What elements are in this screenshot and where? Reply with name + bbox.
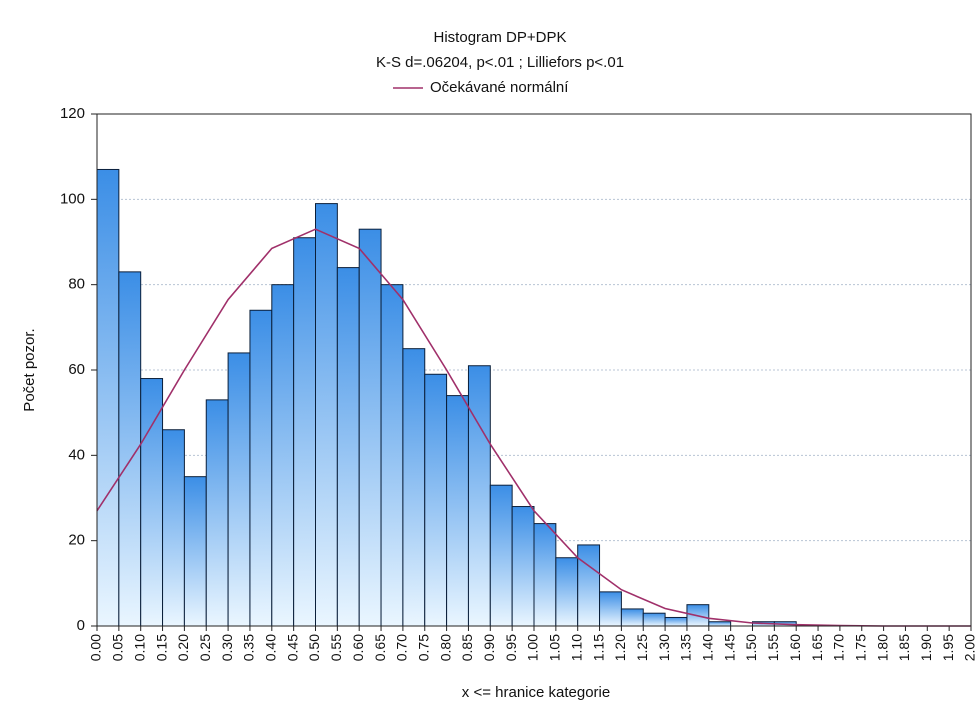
x-tick-label: 1.60 bbox=[787, 634, 803, 661]
histogram-bar bbox=[555, 557, 579, 627]
x-tick-label: 0.65 bbox=[372, 634, 388, 661]
x-axis-label: x <= hranice kategorie bbox=[462, 684, 610, 701]
y-tick-label: 60 bbox=[68, 361, 85, 378]
x-tick-label: 1.45 bbox=[721, 634, 737, 661]
y-tick-label: 120 bbox=[60, 105, 85, 122]
histogram-bar bbox=[358, 228, 382, 627]
histogram-bar bbox=[664, 616, 688, 627]
histogram-bar bbox=[446, 395, 469, 627]
y-tick-label: 80 bbox=[68, 276, 85, 293]
normal-curve bbox=[96, 228, 971, 627]
x-tick-label: 1.55 bbox=[765, 634, 781, 661]
x-tick-label: 0.40 bbox=[263, 634, 279, 661]
x-tick-label: 1.35 bbox=[678, 634, 694, 661]
x-tick-label: 0.80 bbox=[437, 634, 453, 661]
histogram-bar bbox=[315, 203, 338, 627]
x-tick-label: 1.30 bbox=[656, 634, 672, 661]
x-tick-label: 0.55 bbox=[328, 634, 344, 661]
histogram-bar bbox=[293, 237, 316, 627]
x-tick-label: 1.90 bbox=[918, 634, 934, 661]
histogram-bar bbox=[620, 608, 644, 627]
histogram-bar bbox=[402, 348, 426, 627]
x-tick-label: 1.10 bbox=[568, 634, 584, 661]
histogram-bar bbox=[205, 399, 229, 627]
x-tick-label: 0.85 bbox=[459, 634, 475, 661]
y-tick-label: 100 bbox=[60, 190, 85, 207]
histogram-bar bbox=[577, 544, 601, 627]
x-tick-label: 0.30 bbox=[219, 634, 235, 661]
plot-frame bbox=[96, 113, 972, 627]
x-tick-label: 1.15 bbox=[590, 634, 606, 661]
histogram-bar bbox=[642, 612, 666, 627]
x-tick-label: 0.60 bbox=[350, 634, 366, 661]
y-tick-label: 20 bbox=[68, 532, 85, 549]
histogram-bar bbox=[183, 476, 207, 627]
x-tick-label: 1.70 bbox=[831, 634, 847, 661]
histogram-bar bbox=[380, 284, 404, 627]
x-tick-label: 0.00 bbox=[88, 634, 104, 661]
histogram-bar bbox=[162, 429, 185, 627]
histogram-bar bbox=[249, 309, 273, 627]
histogram-bar bbox=[708, 621, 732, 627]
chart-subtitle: K-S d=.06204, p<.01 ; Lilliefors p<.01 bbox=[376, 54, 624, 71]
y-axis-label: Počet pozor. bbox=[21, 328, 38, 411]
histogram-bar bbox=[467, 365, 491, 627]
x-tick-label: 0.25 bbox=[197, 634, 213, 661]
x-tick-label: 1.20 bbox=[612, 634, 628, 661]
x-tick-label: 0.70 bbox=[394, 634, 410, 661]
histogram-bar bbox=[96, 168, 120, 627]
histogram-bar bbox=[140, 378, 164, 627]
x-tick-label: 0.50 bbox=[306, 634, 322, 661]
x-tick-label: 1.00 bbox=[525, 634, 541, 661]
y-tick-label: 0 bbox=[77, 617, 85, 634]
histogram-bar bbox=[271, 284, 295, 627]
y-tick-label: 40 bbox=[68, 446, 85, 463]
chart-title: Histogram DP+DPK bbox=[434, 29, 567, 46]
x-tick-label: 1.05 bbox=[547, 634, 563, 661]
x-tick-label: 1.50 bbox=[743, 634, 759, 661]
x-tick-label: 0.35 bbox=[241, 634, 257, 661]
x-tick-label: 1.40 bbox=[700, 634, 716, 661]
histogram-bar bbox=[424, 373, 448, 627]
x-tick-label: 2.00 bbox=[962, 634, 978, 661]
x-tick-label: 0.15 bbox=[153, 634, 169, 661]
histogram-bar bbox=[489, 484, 513, 627]
x-tick-label: 1.85 bbox=[896, 634, 912, 661]
x-tick-label: 0.10 bbox=[131, 634, 147, 661]
histogram-bar bbox=[227, 352, 251, 627]
x-tick-label: 0.05 bbox=[110, 634, 126, 661]
histogram-bar bbox=[599, 591, 622, 627]
x-tick-label: 1.25 bbox=[634, 634, 650, 661]
x-tick-label: 0.90 bbox=[481, 634, 497, 661]
x-tick-label: 0.45 bbox=[284, 634, 300, 661]
histogram-bar bbox=[533, 523, 557, 627]
x-tick-label: 0.75 bbox=[415, 634, 431, 661]
x-tick-label: 1.80 bbox=[874, 634, 890, 661]
x-tick-label: 0.20 bbox=[175, 634, 191, 661]
histogram-bar bbox=[511, 506, 535, 627]
x-tick-label: 1.65 bbox=[809, 634, 825, 661]
x-tick-label: 1.95 bbox=[940, 634, 956, 661]
x-tick-label: 0.95 bbox=[503, 634, 519, 661]
x-tick-label: 1.75 bbox=[852, 634, 868, 661]
histogram-bar bbox=[336, 267, 360, 627]
legend-label: Očekávané normální bbox=[430, 79, 569, 96]
